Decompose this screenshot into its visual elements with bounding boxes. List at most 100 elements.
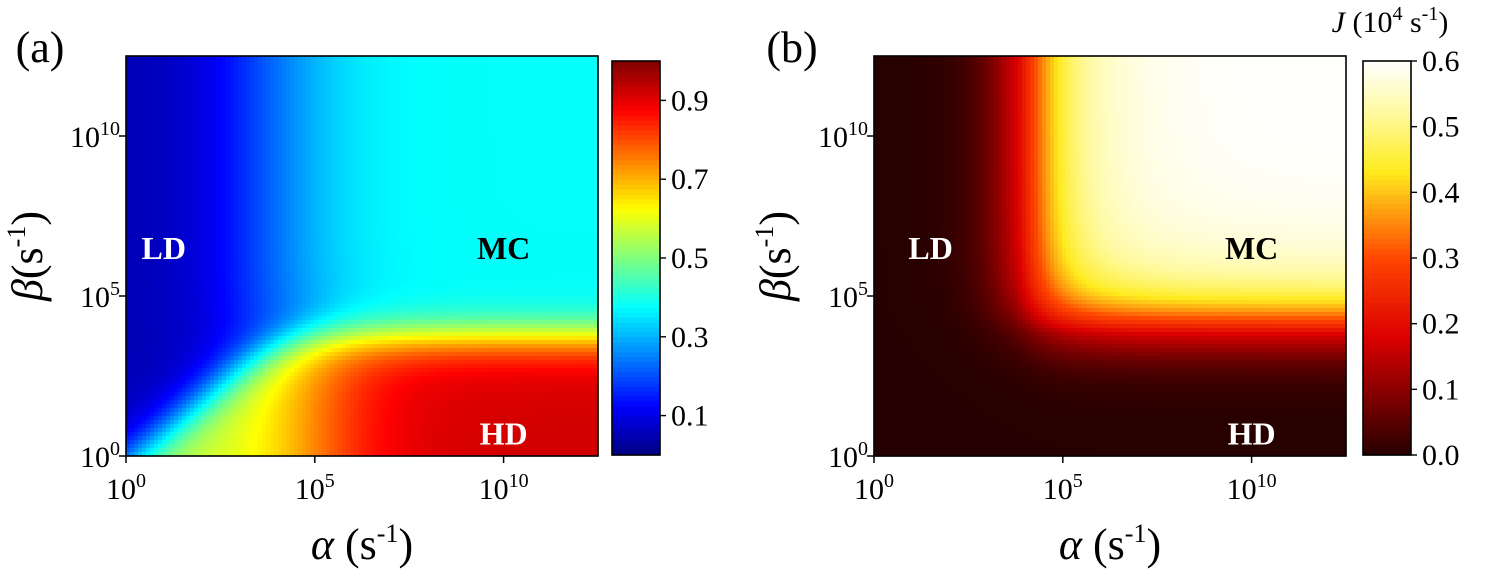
heat-cell (334, 136, 339, 141)
heat-cell (582, 92, 587, 97)
heat-cell (426, 172, 431, 177)
heat-cell (342, 88, 347, 93)
heat-cell (426, 136, 431, 141)
heat-cell (470, 172, 475, 177)
heat-cell (190, 172, 195, 177)
heat-cell (338, 148, 343, 153)
heat-cell (350, 68, 355, 73)
heat-cell (226, 136, 231, 141)
heat-cell (222, 84, 227, 89)
heat-cell (342, 128, 347, 133)
heat-cell (366, 120, 371, 125)
heat-cell (578, 204, 583, 209)
heat-cell (366, 152, 371, 157)
heat-cell (222, 152, 227, 157)
heat-cell (586, 152, 591, 157)
heat-cell (554, 64, 559, 69)
heat-cell (266, 212, 271, 217)
heat-cell (226, 184, 231, 189)
heat-cell (238, 212, 243, 217)
heat-cell (450, 96, 455, 101)
heat-cell (526, 180, 531, 185)
heat-cell (134, 192, 139, 197)
heat-cell (570, 208, 575, 213)
heat-cell (494, 128, 499, 133)
heat-cell (486, 164, 491, 169)
heat-cell (334, 80, 339, 85)
heat-cell (510, 136, 515, 141)
heat-cell (494, 124, 499, 129)
heat-cell (518, 116, 523, 121)
heat-cell (242, 72, 247, 77)
heat-cell (402, 152, 407, 157)
heat-cell (434, 172, 439, 177)
heat-cell (142, 176, 147, 181)
heat-cell (546, 152, 551, 157)
heat-cell (446, 152, 451, 157)
heat-cell (454, 184, 459, 189)
heat-cell (198, 184, 203, 189)
heat-cell (170, 200, 175, 205)
heat-cell (450, 136, 455, 141)
heat-cell (442, 96, 447, 101)
heat-cell (526, 108, 531, 113)
heat-cell (302, 80, 307, 85)
heat-cell (422, 192, 427, 197)
heat-cell (294, 100, 299, 105)
heat-cell (554, 128, 559, 133)
heat-cell (346, 220, 351, 225)
heat-cell (462, 68, 467, 73)
heat-cell (570, 168, 575, 173)
heat-cell (454, 96, 459, 101)
heat-cell (150, 96, 155, 101)
heat-cell (142, 136, 147, 141)
heat-cell (462, 176, 467, 181)
heat-cell (174, 96, 179, 101)
heat-cell (358, 136, 363, 141)
heat-cell (378, 60, 383, 65)
heat-cell (546, 208, 551, 213)
heat-cell (414, 136, 419, 141)
heat-cell (578, 104, 583, 109)
heat-cell (498, 160, 503, 165)
heat-cell (182, 92, 187, 97)
heat-cell (278, 188, 283, 193)
heat-cell (382, 196, 387, 201)
heat-cell (202, 64, 207, 69)
heat-cell (222, 68, 227, 73)
heat-cell (250, 204, 255, 209)
heat-cell (438, 216, 443, 221)
heat-cell (322, 156, 327, 161)
heat-cell (466, 216, 471, 221)
heat-cell (326, 200, 331, 205)
heat-cell (366, 104, 371, 109)
heat-cell (190, 64, 195, 69)
heat-cell (494, 160, 499, 165)
heat-cell (430, 60, 435, 65)
heat-cell (274, 76, 279, 81)
heat-cell (218, 176, 223, 181)
heat-cell (174, 60, 179, 65)
heat-cell (450, 84, 455, 89)
heat-cell (202, 216, 207, 221)
heat-cell (498, 184, 503, 189)
heat-cell (498, 220, 503, 225)
heat-cell (262, 148, 267, 153)
heat-cell (366, 140, 371, 145)
heat-cell (394, 212, 399, 217)
heat-cell (134, 156, 139, 161)
heat-cell (318, 156, 323, 161)
heat-cell (538, 120, 543, 125)
heat-cell (370, 164, 375, 169)
heat-cell (442, 128, 447, 133)
heat-cell (514, 184, 519, 189)
heat-cell (134, 216, 139, 221)
heat-cell (494, 212, 499, 217)
heat-cell (274, 136, 279, 141)
heat-cell (502, 184, 507, 189)
heat-cell (582, 152, 587, 157)
heat-cell (310, 168, 315, 173)
heat-cell (402, 156, 407, 161)
heat-cell (354, 128, 359, 133)
heat-cell (478, 132, 483, 137)
